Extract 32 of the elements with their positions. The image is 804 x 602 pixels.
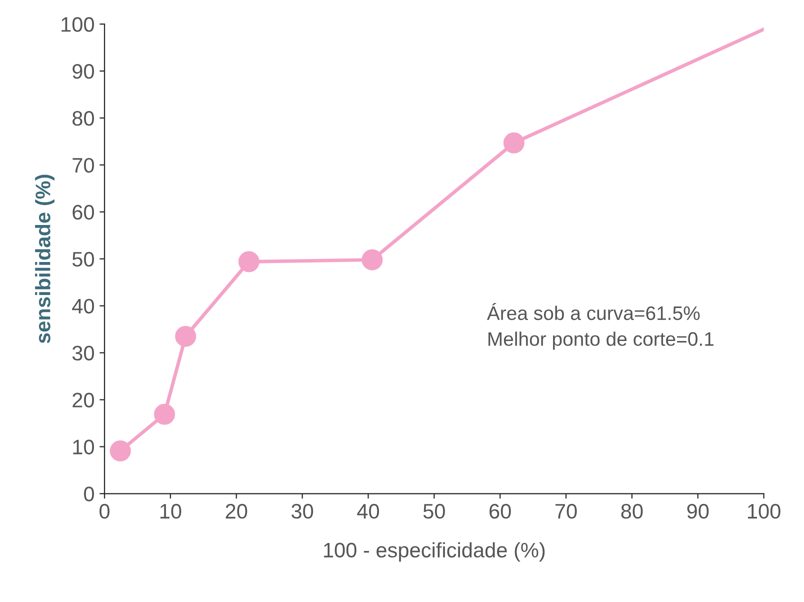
x-tick-label: 60: [490, 504, 511, 519]
x-tick-label: 100: [748, 504, 780, 519]
x-tick-label: 80: [621, 504, 643, 519]
x-tick-label: 30: [292, 504, 314, 519]
y-tick-label: 30: [72, 346, 94, 361]
x-axis-title: 100 - especificidade (%): [324, 542, 545, 562]
y-tick-label: 10: [73, 440, 94, 454]
x-tick-label: 40: [357, 504, 380, 519]
x-tick-label: 10: [160, 504, 182, 519]
point: [110, 440, 131, 462]
y-tick-label: 60: [72, 204, 94, 220]
annotation: Melhor ponto de corte=0.1: [488, 332, 714, 350]
x-tick-label: 70: [556, 504, 577, 519]
x-tick-label: 0: [100, 504, 110, 519]
x-tick-label: 50: [423, 504, 445, 519]
point: [362, 249, 383, 270]
y-tick-label: 50: [72, 252, 94, 267]
y-axis-title: sensibilidade (%): [35, 174, 54, 344]
x-tick-label: 20: [226, 504, 248, 519]
x-tick-label: 90: [687, 504, 709, 519]
point: [175, 326, 196, 347]
y-tick-label: 40: [72, 298, 94, 314]
point: [154, 404, 176, 425]
y-tick-label: 100: [62, 17, 94, 32]
y-tick-label: 20: [72, 392, 94, 408]
y-tick-label: 0: [84, 486, 94, 502]
y-tick-label: 90: [72, 64, 94, 79]
y-tick-label: 70: [72, 158, 94, 173]
y-tick-label: 80: [72, 110, 94, 126]
annotation: Área sob a curva=61.5%: [486, 303, 700, 320]
point: [238, 251, 260, 272]
point: [503, 132, 524, 154]
